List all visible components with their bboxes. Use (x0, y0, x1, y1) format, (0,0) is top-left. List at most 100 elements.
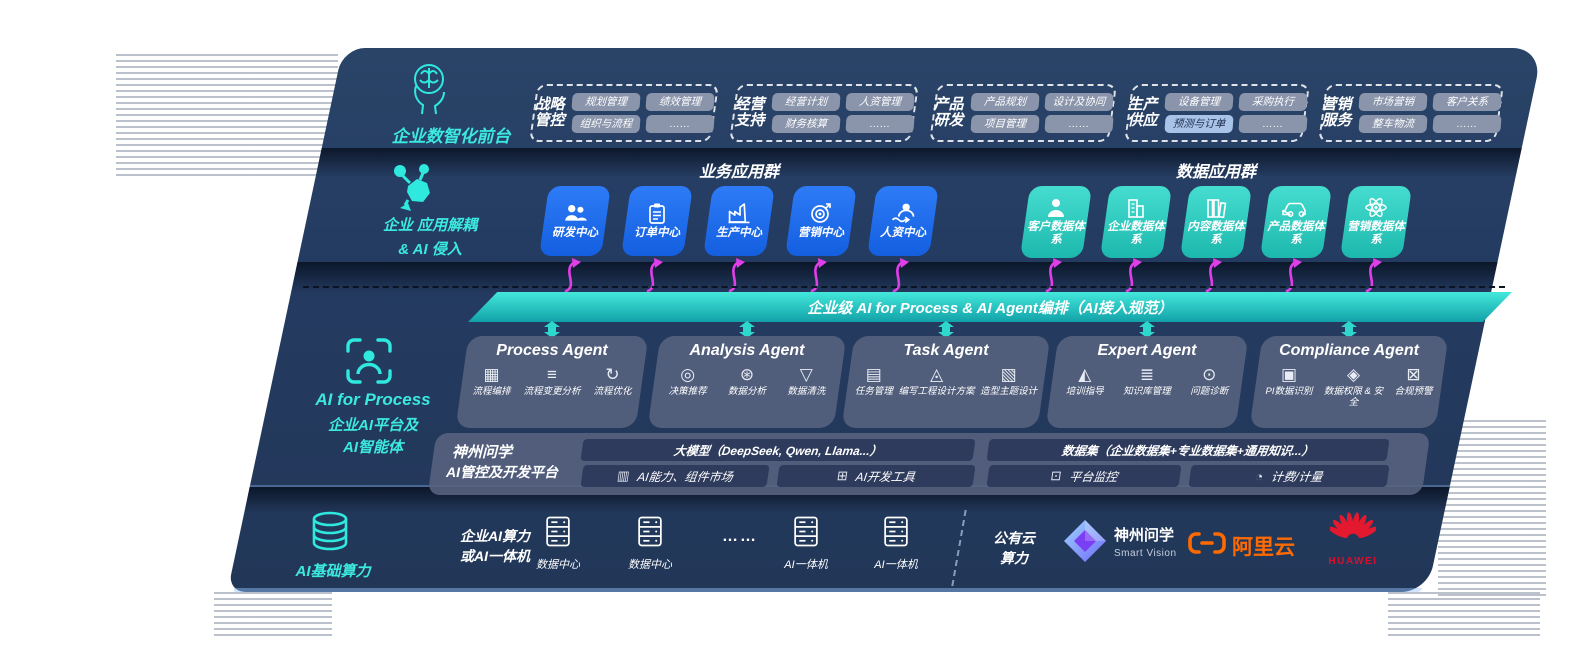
app-box-hr-center: 人资中心 (867, 186, 939, 256)
agent-box-process: Process Agent ▦ 流程编排 ≡ 流程变更分析 ↻ 流程优化 (455, 336, 649, 428)
data-analysis-icon: ⊛ (739, 365, 755, 384)
database-icon (312, 511, 348, 551)
app-box-marketing-center: 营销中心 (785, 186, 857, 256)
training-guidance-icon: ◭ (1078, 365, 1092, 384)
module-pill: 设备管理 (1163, 92, 1234, 111)
module-pill: 绩效管理 (644, 92, 715, 111)
group-name: 生产 供应 (1127, 95, 1158, 129)
server-icon (638, 516, 662, 547)
module-pill-highlighted: 预测与订单 (1163, 115, 1234, 134)
szwx-vendor-name: 神州问学 (1114, 527, 1175, 544)
decision-recommend-icon: ◎ (680, 365, 696, 384)
pi-data-recognition-icon: ▣ (1280, 365, 1298, 384)
module-pill: …… (1043, 115, 1114, 134)
module-pill: …… (644, 115, 715, 134)
server-icon (546, 516, 570, 547)
task-management-icon: ▤ (865, 365, 882, 384)
ai-section-side-label-line2: 企业AI平台及 (327, 417, 418, 434)
aliyun-logo-icon (1188, 532, 1226, 554)
data-permission-icon: ◈ (1346, 365, 1361, 384)
dataset-bar: 数据集（企业数据集+专业数据集+通用知识...） (986, 439, 1390, 461)
dev-tools-icon: ⊞ (835, 468, 849, 483)
factory-icon (728, 203, 750, 224)
szwx-vendor-sub: Smart Vision (1114, 548, 1177, 559)
module-pill: 规划管理 (570, 92, 641, 111)
module-pill: 客户关系 (1431, 92, 1502, 111)
building-icon (1128, 198, 1144, 218)
module-pill: 市场营销 (1357, 92, 1428, 111)
huawei-vendor-name: HUAWEI (1328, 556, 1378, 567)
data-cleaning-icon: ▽ (799, 365, 813, 384)
devtool-bar: ⊞ AI开发工具 (776, 465, 976, 487)
node-label: 数据中心 (536, 559, 580, 571)
module-pill: 人资管理 (844, 92, 915, 111)
compliance-alert-icon: ⊠ (1406, 365, 1421, 384)
module-pill: …… (844, 115, 915, 134)
target-icon (811, 203, 831, 223)
styling-theme-icon: ▧ (1000, 365, 1017, 384)
strategy-group-3: 产品 研发 产品规划 设计及协同 项目管理 …… (928, 84, 1118, 142)
module-pill: 财务核算 (770, 115, 841, 134)
stripe-artifact-top-left (116, 54, 338, 180)
huawei-logo-icon (1330, 512, 1376, 538)
ai-section-side-label-line3: AI智能体 (342, 439, 403, 456)
car-icon (1282, 202, 1306, 217)
module-pill: …… (1237, 115, 1308, 134)
agent-box-analysis: Analysis Agent ◎ 决策推荐 ⊛ 数据分析 ▽ 数据清洗 (647, 336, 847, 428)
ai-bus-bar: 企业级 AI for Process & AI Agent编排（AI接入规范） (468, 292, 1512, 322)
monitor-bar: ⊡ 平台监控 (986, 465, 1182, 487)
strategy-group-1: 战略 管控 规划管理 绩效管理 组织与流程 …… (528, 84, 720, 142)
stripe-artifact-bottom-left (214, 592, 332, 640)
data-group-title: 数据应用群 (1175, 164, 1256, 181)
flow-optimization-icon: ↻ (605, 365, 620, 384)
server-icon (884, 516, 908, 547)
group-name: 产品 研发 (933, 95, 964, 129)
books-icon (1207, 198, 1227, 218)
module-pill: 经营计划 (770, 92, 841, 111)
knowledge-base-icon: ≣ (1139, 365, 1155, 384)
app-box-content-data: 内容数据体系 (1179, 186, 1253, 258)
business-group-title: 业务应用群 (698, 164, 779, 181)
module-pill: 产品规划 (969, 92, 1040, 111)
app-box-product-data: 产品数据体系 (1259, 186, 1333, 258)
agent-box-task: Task Agent ▤ 任务管理 ◬ 编写工程设计方案 ▧ 造型主题设计 (841, 336, 1051, 428)
llm-bar: 大模型（DeepSeek, Qwen, Llama...） (580, 439, 976, 461)
platform-monitor-icon: ⊡ (1049, 468, 1063, 483)
gauge-icon: ◔ (1254, 468, 1265, 484)
front-office-side-label: 企业数智化前台 (391, 127, 511, 146)
module-pill: 组织与流程 (570, 115, 641, 134)
atom-icon (1365, 197, 1387, 217)
aliyun-vendor-name: 阿里云 (1232, 536, 1295, 559)
dashed-vertical-divider (951, 510, 967, 586)
app-box-customer-data: 客户数据体系 (1019, 186, 1093, 258)
user-icon (1048, 198, 1064, 217)
app-box-enterprise-data: 企业数据体系 (1099, 186, 1173, 258)
app-box-rd-center: 研发中心 (539, 186, 611, 256)
molecule-icon (394, 164, 430, 211)
node-label: AI一体机 (784, 559, 828, 571)
server-icon (794, 516, 818, 547)
ai-section-side-label-line1: AI for Process (315, 390, 431, 409)
group-name: 战略 管控 (534, 95, 565, 129)
component-market-icon: ▥ (616, 468, 631, 483)
decoupling-side-label-line1: 企业 应用解耦 (382, 217, 478, 234)
dashed-separator-line (303, 286, 1505, 288)
strategy-group-4: 生产 供应 设备管理 采购执行 预测与订单 …… (1123, 84, 1311, 142)
module-pill: …… (1431, 115, 1502, 134)
module-pill: 采购执行 (1237, 92, 1308, 111)
node-label: AI一体机 (874, 559, 918, 571)
strategy-group-2: 经营 支持 经营计划 人资管理 财务核算 …… (728, 84, 920, 142)
agent-box-compliance: Compliance Agent ▣ PI数据识别 ◈ 数据权限 & 安全 ⊠ 合规预… (1249, 336, 1449, 428)
capability-bar: ▥ AI能力、组件市场 (580, 465, 770, 487)
group-name: 经营 支持 (734, 95, 765, 129)
app-box-production-center: 生产中心 (703, 186, 775, 256)
diagnosis-icon: ⊙ (1202, 365, 1217, 384)
node-label: 数据中心 (628, 559, 672, 571)
szwx-diamond-logo-icon (1064, 520, 1106, 562)
people-icon (565, 204, 587, 221)
flow-change-analysis-icon: ≡ (547, 365, 557, 384)
engineering-design-icon: ◬ (929, 365, 944, 384)
platform-name-line2: AI管控及开发平台 (446, 464, 558, 480)
enterprise-compute-label: 企业AI算力 或AI一体机 (460, 528, 530, 564)
